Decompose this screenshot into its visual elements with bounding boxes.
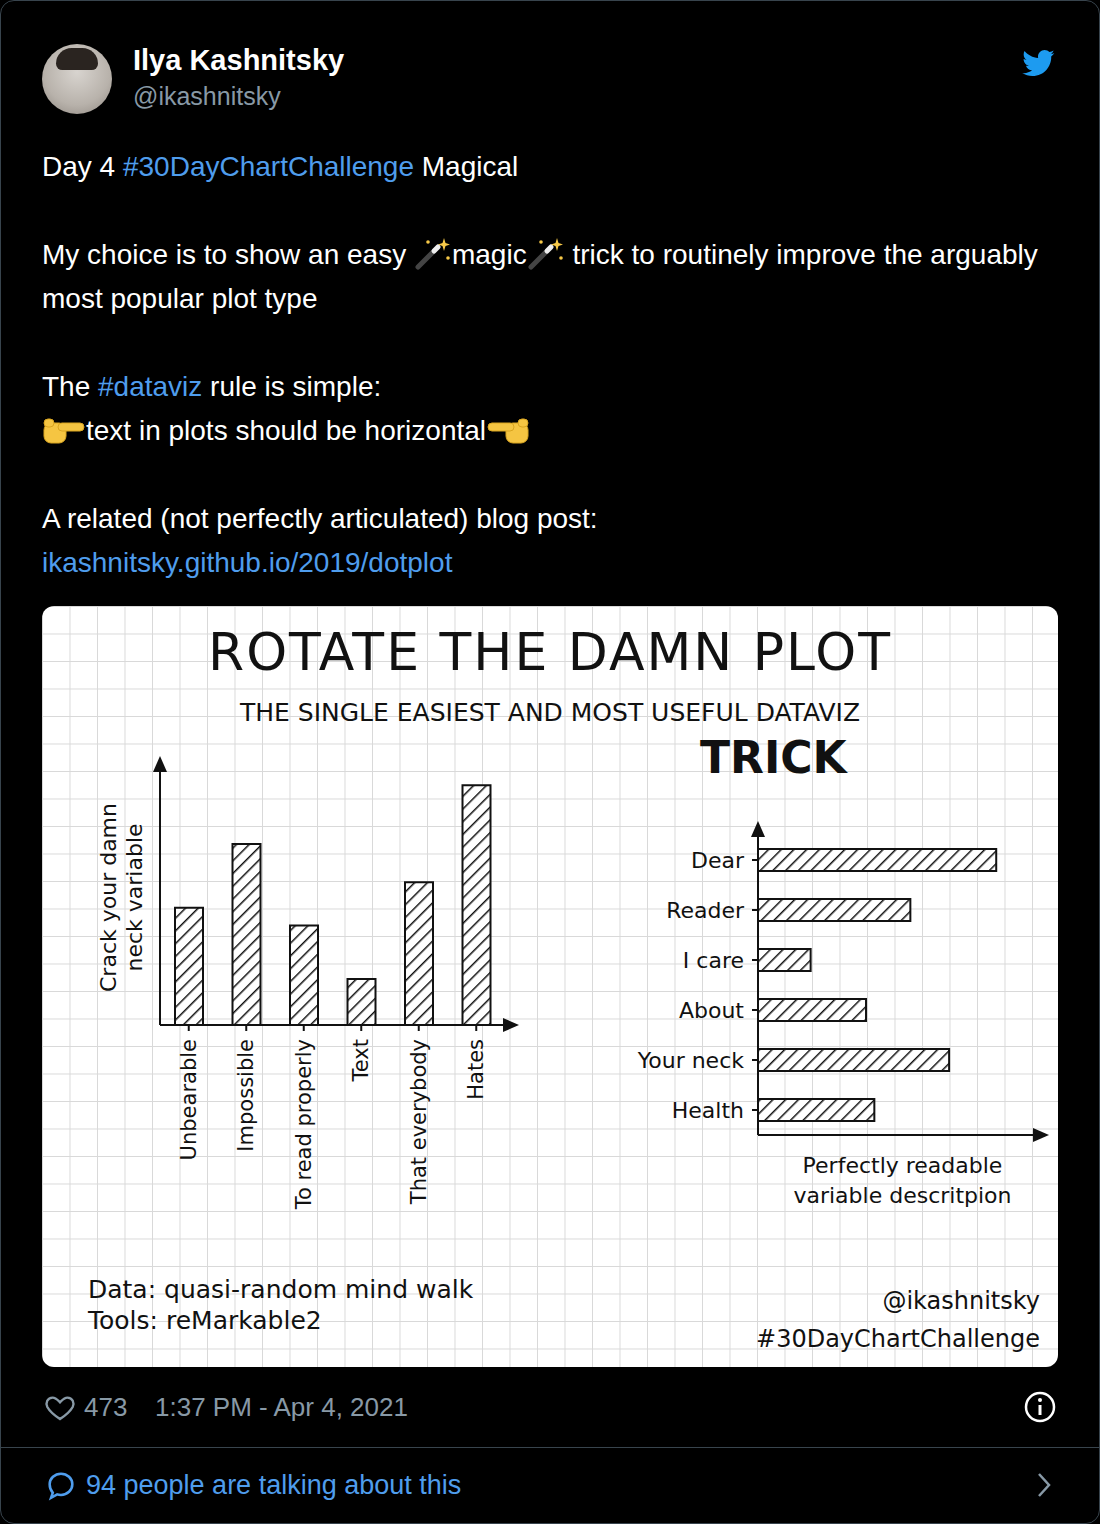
- html-text:Day 4 #30DayChartChallenge Mag: Day 4 #30DayChartChallenge Magical: [42, 151, 519, 182]
- svg-text:Impossible: Impossible: [234, 1039, 258, 1152]
- html-text:Tools: reMarkable2: Tools: reMarkable2: [88, 1306, 322, 1335]
- html-text:TRICK: TRICK: [700, 732, 847, 783]
- html-text:trick to routinely improve the: trick to routinely improve the arguably …: [42, 239, 1038, 314]
- svg-text:Health: Health: [672, 1098, 744, 1123]
- svg-text:Hates: Hates: [464, 1039, 488, 1100]
- html-text:@ikashnitsky: @ikashnitsky: [882, 1287, 1040, 1315]
- html-text:A related (not perfectly artic: A related (not perfectly articulated) bl…: [42, 503, 598, 534]
- svg-text:I care: I care: [683, 948, 744, 973]
- html-text:Data: quasi-random mind walk: Data: quasi-random mind walk: [88, 1275, 474, 1304]
- html-text:text in plots should be horizo: text in plots should be horizontal: [86, 415, 486, 446]
- html-text:473: 473: [84, 1392, 128, 1422]
- html-text:ROTATE THE DAMN PLOT: ROTATE THE DAMN PLOT: [208, 622, 892, 682]
- html-text:94 people are talking about th: 94 people are talking about this: [86, 1470, 462, 1500]
- html-text:Ilya Kashnitsky: Ilya Kashnitsky: [133, 44, 345, 76]
- html-text:THE SINGLE EASIEST AND MOST US: THE SINGLE EASIEST AND MOST USEFUL DATAV…: [240, 698, 860, 727]
- html-text:#30DayChartChallenge: #30DayChartChallenge: [756, 1325, 1040, 1353]
- html-text:magic: magic: [452, 239, 527, 270]
- svg-text:Crack your damnneck variable: Crack your damnneck variable: [96, 803, 147, 992]
- svg-text:Text: Text: [349, 1039, 373, 1082]
- svg-text:To read properly: To read properly: [292, 1039, 316, 1210]
- html-text:@ikashnitsky: @ikashnitsky: [133, 82, 281, 110]
- html-text:The #dataviz rule is simple:: The #dataviz rule is simple:: [42, 371, 382, 402]
- svg-text:Your neck: Your neck: [637, 1048, 745, 1073]
- svg-text:Perfectly readablevariable des: Perfectly readablevariable descritpion: [793, 1153, 1011, 1208]
- svg-text:Unbearable: Unbearable: [177, 1039, 201, 1160]
- html-text:My choice is to show an easy: My choice is to show an easy: [42, 239, 407, 270]
- html-text:ikashnitsky.github.io/2019/dot: ikashnitsky.github.io/2019/dotplot: [42, 547, 453, 578]
- svg-text:That everybody: That everybody: [407, 1039, 431, 1205]
- svg-text:Dear: Dear: [691, 848, 745, 873]
- html-text:1:37 PM - Apr 4, 2021: 1:37 PM - Apr 4, 2021: [155, 1392, 408, 1422]
- svg-text:About: About: [679, 998, 744, 1023]
- svg-text:Reader: Reader: [666, 898, 745, 923]
